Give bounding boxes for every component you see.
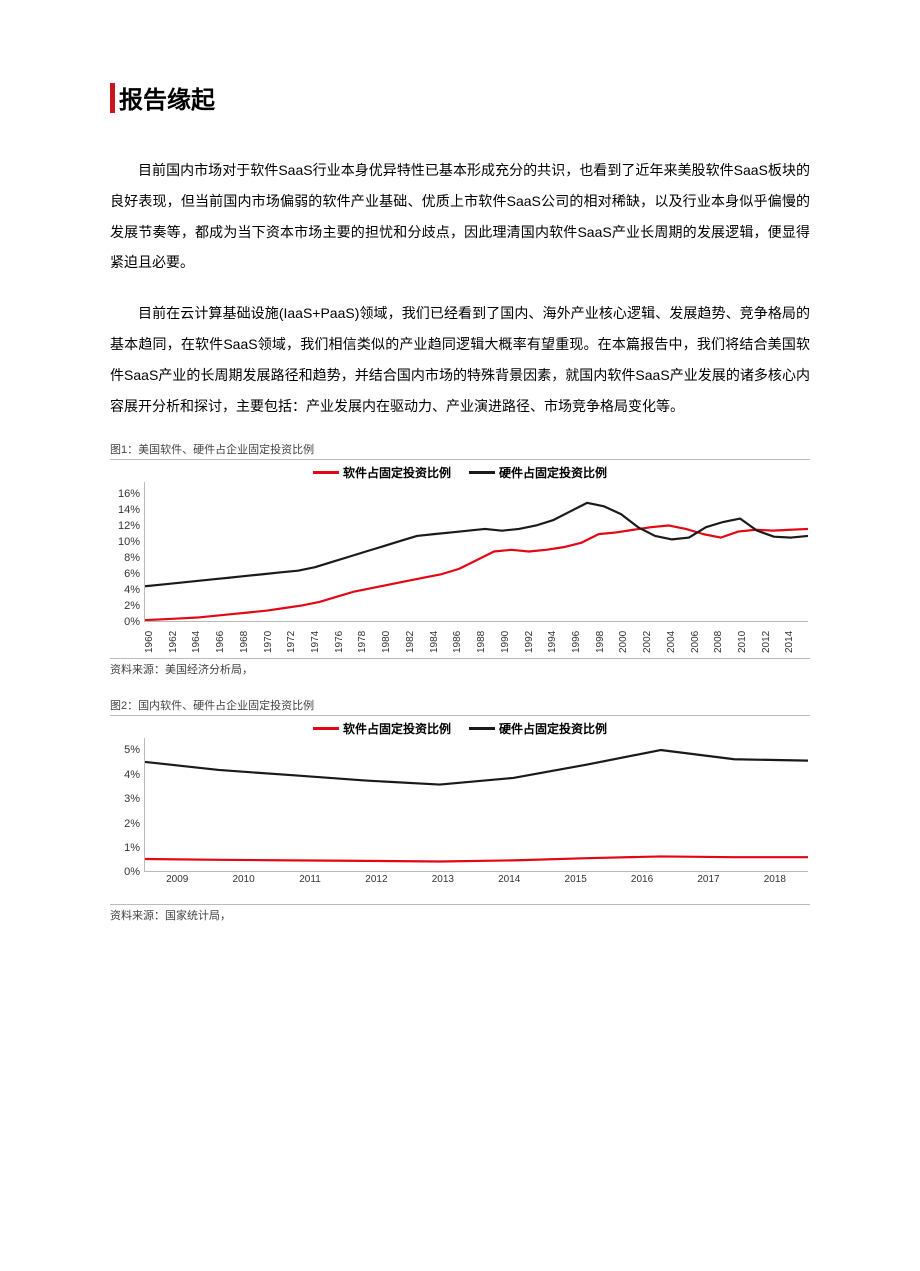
legend-swatch-hardware [469,471,495,474]
x-tick-label: 2008 [713,624,737,660]
x-tick-label: 1976 [334,624,358,660]
x-tick-label: 2017 [675,874,741,894]
body-paragraph-1: 目前国内市场对于软件SaaS行业本身优异特性已基本形成充分的共识，也看到了近年来… [110,155,810,278]
x-tick-label: 1980 [381,624,405,660]
x-tick-label: 1998 [595,624,619,660]
x-tick-label: 2013 [410,874,476,894]
plot-area [144,738,808,872]
chart-2-title: 图2：国内软件、硬件占企业固定投资比例 [110,697,810,713]
chart-2-legend: 软件占固定投资比例 硬件占固定投资比例 [110,716,810,739]
x-tick-label: 2012 [343,874,409,894]
chart-1-legend: 软件占固定投资比例 硬件占固定投资比例 [110,460,810,483]
x-tick-label: 2000 [618,624,642,660]
x-tick-label: 2014 [784,624,808,660]
x-tick-label: 2018 [742,874,808,894]
heading-accent-bar [110,83,115,113]
legend-label-hardware: 硬件占固定投资比例 [499,720,607,737]
x-tick-label: 2009 [144,874,210,894]
y-tick-label: 14% [110,504,144,516]
chart-2-area: 软件占固定投资比例 硬件占固定投资比例 0% 1% 2% 3% 4% 5% 20092010… [110,715,810,905]
plot-area [144,482,808,622]
x-tick-label: 2010 [210,874,276,894]
x-tick-label: 1992 [524,624,548,660]
y-tick-label: 8% [110,552,144,564]
y-tick-label: 6% [110,568,144,580]
x-tick-label: 2010 [737,624,761,660]
legend-swatch-hardware [469,727,495,730]
series-software [145,857,808,862]
x-tick-label: 1964 [191,624,215,660]
body-paragraph-2: 目前在云计算基础设施(IaaS+PaaS)领域，我们已经看到了国内、海外产业核心… [110,298,810,421]
y-tick-label: 3% [110,793,144,805]
y-tick-label: 5% [110,744,144,756]
chart-2-source: 资料来源：国家统计局， [110,907,810,923]
x-tick-label: 1962 [168,624,192,660]
x-tick-label: 2015 [542,874,608,894]
x-tick-label: 1984 [429,624,453,660]
y-tick-label: 10% [110,536,144,548]
chart-1-block: 图1：美国软件、硬件占企业固定投资比例 软件占固定投资比例 硬件占固定投资比例 … [110,441,810,677]
y-tick-label: 4% [110,584,144,596]
legend-label-hardware: 硬件占固定投资比例 [499,464,607,481]
chart-2-legend-hardware: 硬件占固定投资比例 [469,720,607,737]
x-tick-label: 1982 [405,624,429,660]
x-tick-label: 2016 [609,874,675,894]
series-hardware [145,750,808,785]
y-tick-label: 12% [110,520,144,532]
x-tick-label: 1970 [263,624,287,660]
x-tick-label: 1960 [144,624,168,660]
heading-text: 报告缘起 [119,80,215,115]
y-axis: 0%2%4%6%8%10%12%14%16% [110,482,144,622]
x-tick-label: 1986 [452,624,476,660]
x-axis: 1960196219641966196819701972197419761978… [144,624,808,660]
chart-2-block: 图2：国内软件、硬件占企业固定投资比例 软件占固定投资比例 硬件占固定投资比例 … [110,697,810,923]
chart-1-legend-hardware: 硬件占固定投资比例 [469,464,607,481]
y-tick-label: 2% [110,600,144,612]
chart-svg [145,738,808,871]
x-tick-label: 1988 [476,624,500,660]
x-tick-label: 2004 [666,624,690,660]
x-tick-label: 2014 [476,874,542,894]
x-tick-label: 2011 [277,874,343,894]
y-tick-label: 0% [110,866,144,878]
chart-2-legend-software: 软件占固定投资比例 [313,720,451,737]
y-tick-label: 2% [110,818,144,830]
x-tick-label: 2012 [761,624,785,660]
x-tick-label: 1994 [547,624,571,660]
x-tick-label: 1972 [286,624,310,660]
y-tick-label: 4% [110,769,144,781]
y-tick-label: 1% [110,842,144,854]
x-tick-label: 2002 [642,624,666,660]
section-heading: 报告缘起 [110,80,810,115]
chart-1-area: 软件占固定投资比例 硬件占固定投资比例 0% 2% 4% 6% 8% 10% 12% 14% 1… [110,459,810,659]
y-tick-label: 16% [110,488,144,500]
x-tick-label: 1966 [215,624,239,660]
legend-label-software: 软件占固定投资比例 [343,720,451,737]
x-tick-label: 1978 [357,624,381,660]
y-axis: 0%1%2%3%4%5% [110,738,144,872]
chart-1-source: 资料来源：美国经济分析局， [110,661,810,677]
x-tick-label: 1990 [500,624,524,660]
chart-svg [145,482,808,621]
x-tick-label: 1996 [571,624,595,660]
legend-swatch-software [313,471,339,474]
chart-1-title: 图1：美国软件、硬件占企业固定投资比例 [110,441,810,457]
y-tick-label: 0% [110,616,144,628]
x-tick-label: 2006 [690,624,714,660]
x-axis: 2009201020112012201320142015201620172018 [144,874,808,894]
series-software [145,526,808,621]
legend-label-software: 软件占固定投资比例 [343,464,451,481]
series-hardware [145,503,808,586]
x-tick-label: 1974 [310,624,334,660]
legend-swatch-software [313,727,339,730]
x-tick-label: 1968 [239,624,263,660]
chart-1-legend-software: 软件占固定投资比例 [313,464,451,481]
